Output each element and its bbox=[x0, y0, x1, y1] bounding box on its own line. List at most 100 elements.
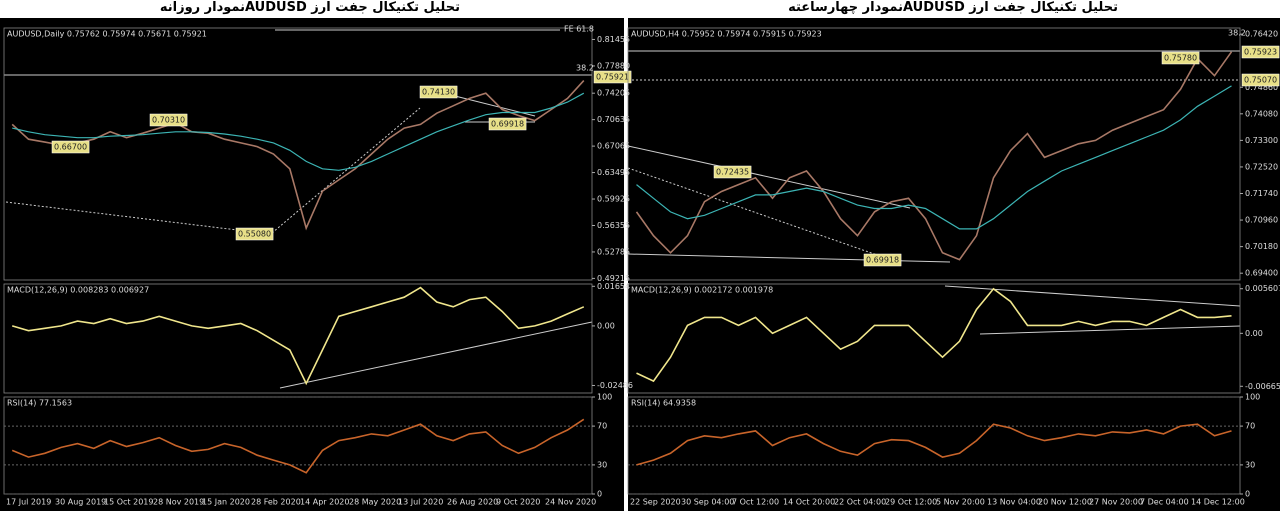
x-tick-label: 24 Nov 2020 bbox=[545, 498, 596, 507]
y-tick-label: 0.63495 bbox=[597, 168, 630, 177]
x-tick-label: 5 Nov 20:00 bbox=[936, 498, 985, 507]
y-tick-label: 0 bbox=[597, 490, 602, 499]
y-tick-label: 0.49215 bbox=[597, 274, 630, 283]
chart-label: RSI(14) 64.9358 bbox=[631, 399, 696, 408]
x-tick-label: 20 Nov 12:00 bbox=[1038, 498, 1092, 507]
x-tick-label: 15 Oct 2019 bbox=[104, 498, 153, 507]
y-tick-label: 100 bbox=[597, 393, 612, 402]
plot-frame bbox=[3, 27, 593, 281]
annotation-text: 0.74130 bbox=[422, 88, 455, 97]
x-tick-label: 26 Aug 2020 bbox=[447, 498, 498, 507]
x-tick-label: 14 Dec 12:00 bbox=[1191, 498, 1245, 507]
y-tick-label: 70 bbox=[597, 422, 607, 431]
y-tick-label: 0.72520 bbox=[1245, 162, 1278, 171]
x-tick-label: 17 Jul 2019 bbox=[6, 498, 51, 507]
x-tick-label: 28 Feb 2020 bbox=[251, 498, 301, 507]
y-tick-label: 0.74860 bbox=[1245, 83, 1278, 92]
y-tick-label: 0.70180 bbox=[1245, 242, 1278, 251]
annotation-box bbox=[51, 140, 90, 154]
y-tick-label: 0.005607 bbox=[1245, 284, 1280, 293]
x-tick-label: 15 Jan 2020 bbox=[202, 498, 250, 507]
y-tick-label: 0.59925 bbox=[597, 195, 630, 204]
series-line bbox=[11, 286, 585, 386]
x-tick-label: 28 Nov 2019 bbox=[153, 498, 204, 507]
y-tick-label: 0.70635 bbox=[597, 115, 630, 124]
annotation: 38.2 bbox=[576, 64, 594, 73]
background bbox=[0, 18, 1280, 511]
chart-label: MACD(12,26,9) 0.008283 0.006927 bbox=[7, 286, 149, 295]
y-tick-label: 30 bbox=[597, 460, 607, 469]
x-tick-label: 7 Dec 04:00 bbox=[1140, 498, 1189, 507]
annotation-box bbox=[149, 113, 188, 127]
y-tick-label: 0.71740 bbox=[1245, 189, 1278, 198]
annotation: FE 61.8 bbox=[564, 25, 594, 34]
x-tick-label: 28 May 2020 bbox=[349, 498, 401, 507]
annotation-box bbox=[1241, 45, 1280, 59]
annotation-text: 0.75070 bbox=[1244, 76, 1277, 85]
annotation: 0.69918 bbox=[863, 253, 902, 267]
annotation-text: 0.69918 bbox=[866, 256, 899, 265]
y-tick-label: 0.00 bbox=[1245, 329, 1263, 338]
annotation: 0.55080 bbox=[235, 227, 274, 241]
series-line bbox=[11, 418, 585, 474]
annotation: 0.75923 bbox=[1241, 45, 1280, 59]
y-tick-label: 0.73300 bbox=[1245, 136, 1278, 145]
x-tick-label: 27 Nov 20:00 bbox=[1089, 498, 1143, 507]
y-tick-label: 0.70960 bbox=[1245, 216, 1278, 225]
annotation-text: 0.72435 bbox=[716, 168, 749, 177]
x-tick-label: 9 Oct 2020 bbox=[496, 498, 540, 507]
right-title: تحلیل تکنیکال جفت ارز AUDUSDنمودار چهارس… bbox=[788, 0, 1118, 15]
x-tick-label: 14 Oct 20:00 bbox=[783, 498, 835, 507]
series-line bbox=[636, 287, 1232, 383]
chart-label: RSI(14) 77.1563 bbox=[7, 399, 72, 408]
x-tick-label: 29 Oct 12:00 bbox=[885, 498, 937, 507]
x-tick-label: 13 Jul 2020 bbox=[398, 498, 443, 507]
annotation-text: 0.66700 bbox=[54, 143, 87, 152]
chart-label: MACD(12,26,9) 0.002172 0.001978 bbox=[631, 286, 773, 295]
y-tick-label: -0.006656 bbox=[1245, 382, 1280, 391]
y-tick-label: 0.67065 bbox=[597, 142, 630, 151]
series-line bbox=[11, 80, 585, 231]
annotation-box bbox=[863, 253, 902, 267]
annotation-box bbox=[419, 85, 458, 99]
annotation-box bbox=[235, 227, 274, 241]
y-tick-label: 0.56355 bbox=[597, 221, 630, 230]
x-tick-label: 14 Apr 2020 bbox=[300, 498, 349, 507]
x-tick-label: 13 Nov 04:00 bbox=[987, 498, 1041, 507]
y-tick-label: 0.76420 bbox=[1245, 30, 1278, 39]
annotation: 38.2 bbox=[1228, 29, 1246, 38]
y-tick-label: 0 bbox=[1245, 490, 1250, 499]
x-tick-label: 30 Aug 2019 bbox=[55, 498, 106, 507]
x-tick-label: 7 Oct 12:00 bbox=[732, 498, 779, 507]
y-tick-label: 0.74080 bbox=[1245, 109, 1278, 118]
annotation: 0.70310 bbox=[149, 113, 188, 127]
annotation: 0.69918 bbox=[488, 117, 527, 131]
annotation: 0.72435 bbox=[713, 165, 752, 179]
y-tick-label: 0.81455 bbox=[597, 35, 630, 44]
divider bbox=[624, 18, 628, 511]
plot-frame bbox=[627, 283, 1241, 394]
annotation-box bbox=[1241, 73, 1280, 87]
series-line bbox=[635, 51, 1233, 261]
annotation-box bbox=[593, 70, 632, 84]
y-tick-label: 0.52785 bbox=[597, 247, 630, 256]
plot-frame bbox=[3, 283, 593, 394]
x-tick-label: 30 Sep 04:00 bbox=[681, 498, 734, 507]
annotation-text: 0.70310 bbox=[152, 116, 185, 125]
annotation: 0.74130 bbox=[419, 85, 458, 99]
annotation: 0.75921 bbox=[593, 70, 632, 84]
left-title: تحلیل تکنیکال جفت ارز AUDUSDنمودار روزان… bbox=[159, 0, 460, 15]
y-tick-label: 0.77880 bbox=[597, 61, 630, 70]
series-line bbox=[636, 423, 1232, 466]
charts: AUDUSD,Daily 0.75762 0.75974 0.75671 0.7… bbox=[0, 18, 1280, 511]
annotation: 0.75780 bbox=[1161, 51, 1200, 65]
y-tick-label: -0.02486 bbox=[597, 381, 633, 390]
y-tick-label: 70 bbox=[1245, 422, 1255, 431]
plot-frame bbox=[627, 27, 1241, 281]
series-line bbox=[636, 85, 1232, 230]
x-tick-label: 22 Sep 2020 bbox=[630, 498, 681, 507]
x-tick-label: 22 Oct 04:00 bbox=[834, 498, 886, 507]
annotation-text: FE 61.8 bbox=[564, 25, 594, 34]
y-tick-label: 30 bbox=[1245, 460, 1255, 469]
